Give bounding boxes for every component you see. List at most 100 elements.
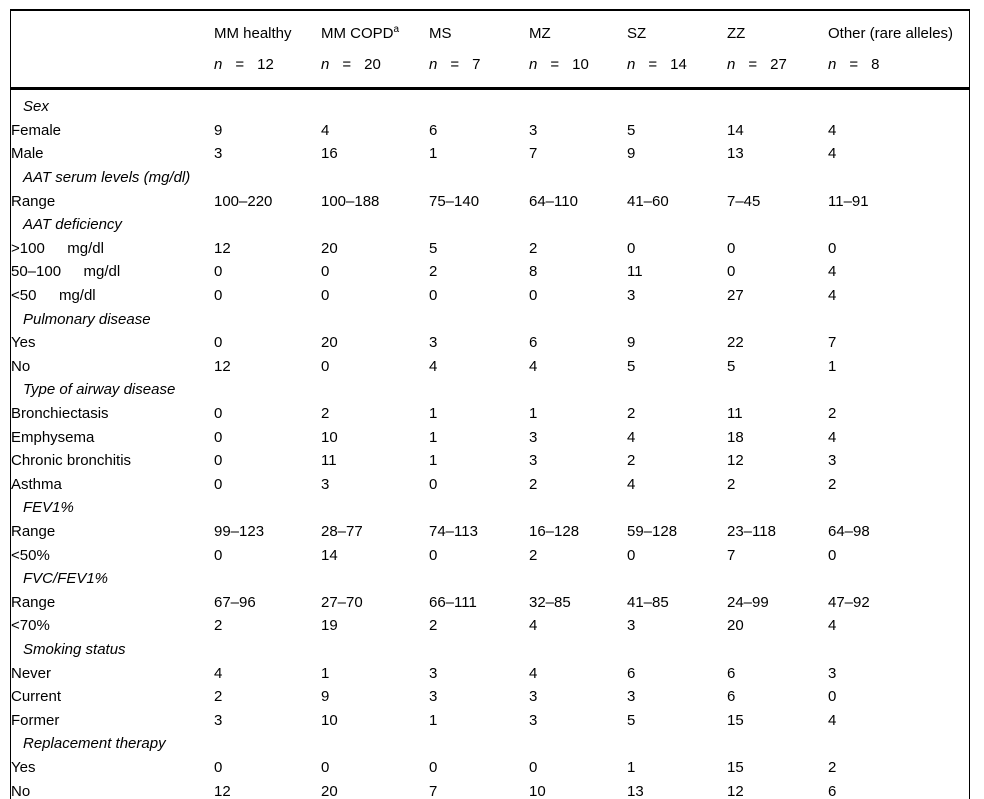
data-cell: 3 [828,452,837,470]
data-cell: 7 [727,546,736,564]
sample-size-cell: n = 27 [727,49,828,90]
data-cell: 2 [529,239,538,257]
n-value: 14 [670,55,687,73]
data-cell: 0 [429,475,438,493]
data-cell: 0 [727,263,736,281]
data-cell: 4 [529,617,538,635]
data-cell: 2 [828,405,837,423]
row-label: No [11,357,31,375]
data-cell: 2 [429,263,438,281]
data-cell: 41–85 [627,593,669,611]
data-cell: 11–91 [828,192,869,210]
data-cell: 14 [321,546,338,564]
data-cell: 13 [627,782,644,799]
data-cell: 3 [529,452,538,470]
data-cell: 7 [828,334,837,352]
column-header: MS [429,11,529,49]
data-cell: 4 [828,145,837,163]
sample-size-line: n = 8 [828,56,879,73]
table-row: Range 67–96 27–70 66–111 32–85 41–85 24–99 47–9… [11,590,969,614]
table-header: MM healthy MM COPDa MS MZ SZ ZZ Other (rare al… [11,11,969,90]
data-cell: 9 [214,121,223,139]
data-cell: 9 [627,145,636,163]
sample-size-line: n = 12 [214,56,274,73]
data-cell: 1 [321,664,330,682]
data-cell: 4 [828,617,837,635]
data-cell: 47–92 [828,593,870,611]
section-title: Pulmonary disease [23,310,151,328]
data-cell: 9 [627,334,636,352]
data-cell: 16–128 [529,522,580,540]
data-cell: 2 [627,405,636,423]
equals-sign: = [849,55,859,73]
table-row: Bronchiectasis 0 2 1 1 2 11 2 [11,402,969,426]
sample-size-cell: n = 7 [429,49,529,90]
data-cell: 1 [627,758,636,776]
n-symbol: n [727,55,736,73]
row-label: Asthma [11,475,62,493]
data-cell: 0 [214,452,223,470]
data-cell: 99–123 [214,522,265,540]
table-row: No 12 20 7 10 13 12 6 [11,779,969,799]
column-label-row: MM healthy MM COPDa MS MZ SZ ZZ Other (rare al… [11,11,969,49]
data-cell: 0 [529,758,538,776]
section-title: Replacement therapy [23,735,166,753]
data-cell: 3 [529,711,538,729]
data-cell: 16 [321,145,338,163]
data-cell: 0 [321,357,330,375]
equals-sign: = [748,55,758,73]
data-cell: 0 [828,239,837,257]
data-cell: 1 [429,405,438,423]
data-cell: 32–85 [529,593,571,611]
data-cell: 1 [529,405,538,423]
row-label: >100 mg/dl [11,239,104,257]
data-cell: 19 [321,617,338,635]
sample-size-row: n = 12 n = 20 n = 7 n = 10 n = 14 n = 27 n = 8 [11,49,969,90]
data-cell: 14 [727,121,744,139]
data-cell: 4 [529,357,538,375]
data-cell: 0 [214,263,223,281]
data-cell: 66–111 [429,593,477,611]
section-title: FVC/FEV1% [23,570,109,588]
data-cell: 4 [627,428,636,446]
data-cell: 2 [828,475,837,493]
sample-size-line: n = 27 [727,56,787,73]
data-cell: 4 [828,263,837,281]
data-cell: 0 [429,546,438,564]
data-cell: 2 [529,475,538,493]
data-cell: 0 [529,287,538,305]
column-header: MM healthy [214,11,321,49]
data-cell: 0 [828,546,837,564]
equals-sign: = [550,55,560,73]
data-cell: 0 [727,239,736,257]
row-label: No [11,782,31,799]
data-cell: 8 [529,263,538,281]
data-cell: 2 [828,758,837,776]
data-cell: 5 [429,239,438,257]
data-cell: 0 [214,546,223,564]
data-cell: 3 [321,475,330,493]
data-cell: 6 [429,121,438,139]
row-label: <50 mg/dl [11,287,96,305]
section-header-row: Sex [11,89,969,119]
row-label: Emphysema [11,428,95,446]
data-cell: 11 [321,452,337,470]
sample-size-cell: n = 14 [627,49,727,90]
data-cell: 3 [828,664,837,682]
column-header: MZ [529,11,627,49]
data-cell: 12 [214,357,231,375]
data-cell: 4 [828,287,837,305]
section-header-row: FVC/FEV1% [11,567,969,591]
data-cell: 1 [429,145,438,163]
footnote-marker: a [393,23,400,35]
table-row: Current 2 9 3 3 3 6 0 [11,685,969,709]
data-cell: 1 [429,711,438,729]
data-cell: 3 [214,711,223,729]
data-cell: 27 [727,287,744,305]
header-corner-n [11,49,214,90]
section-header-row: AAT deficiency [11,213,969,237]
row-label: Female [11,121,62,139]
data-cell: 15 [727,758,744,776]
sample-size-cell: n = 20 [321,49,429,90]
data-cell: 6 [727,664,736,682]
